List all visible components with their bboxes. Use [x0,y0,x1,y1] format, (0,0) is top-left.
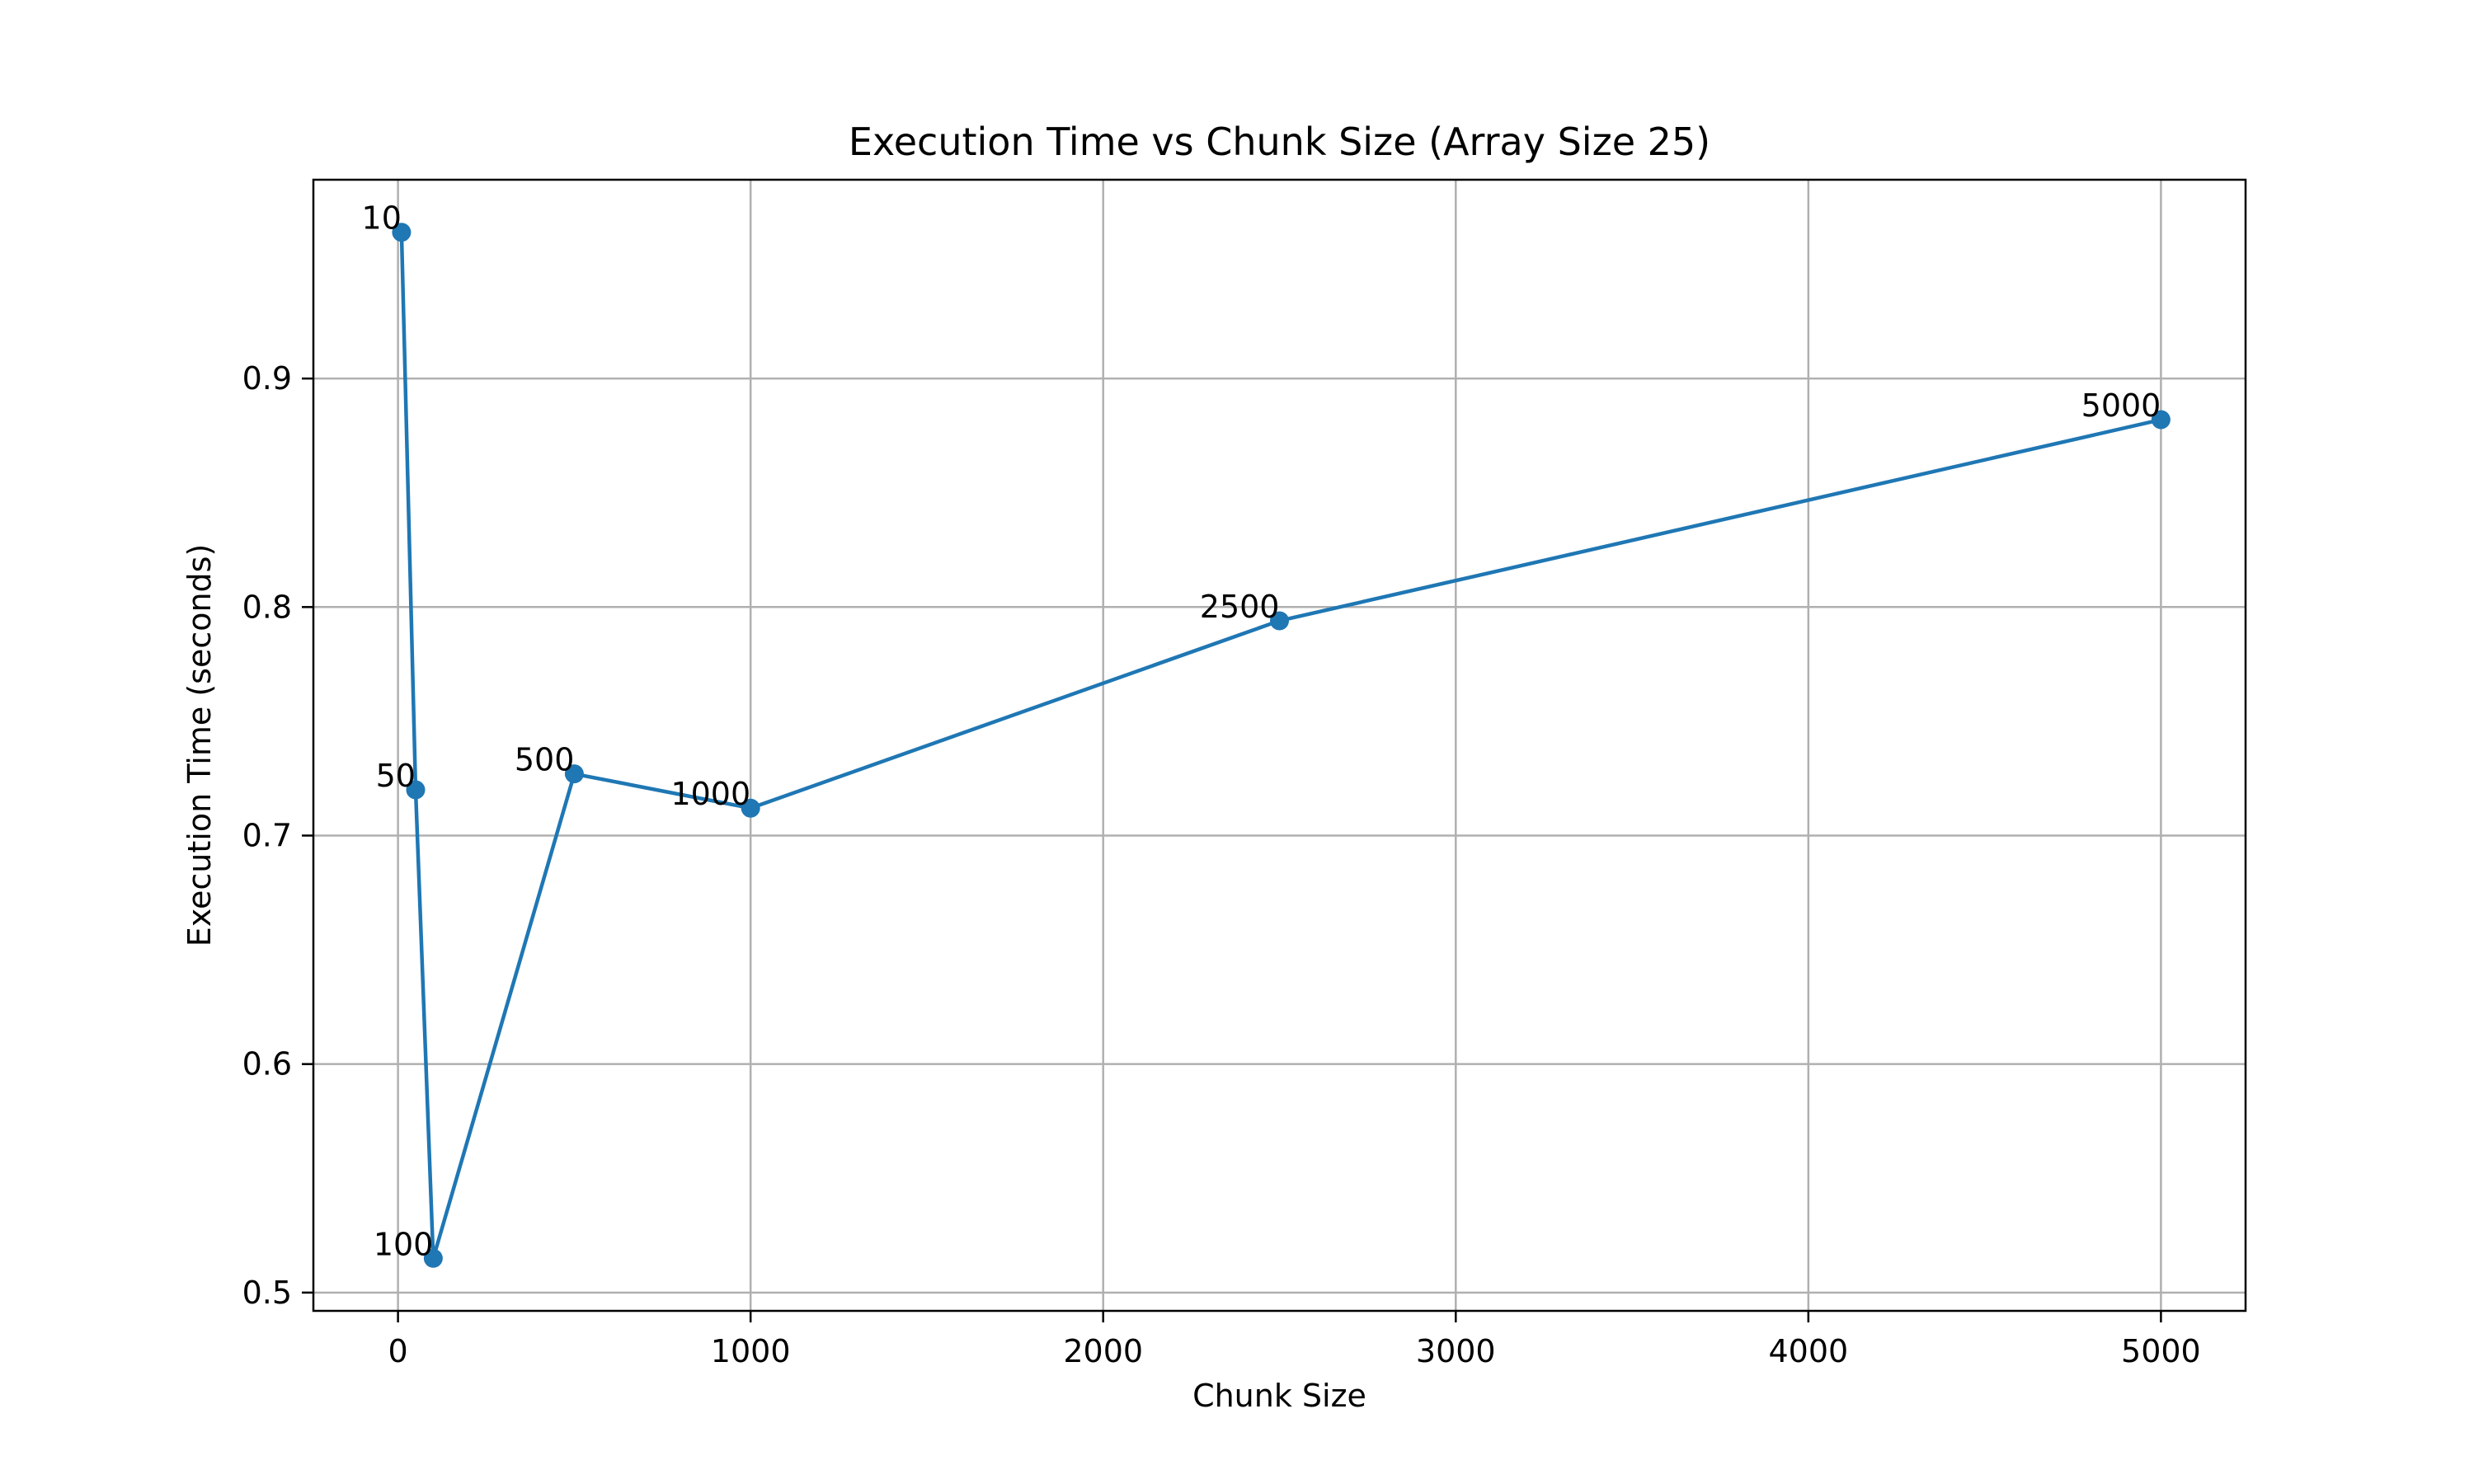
data-point-label: 10 [362,200,402,237]
x-tick-label: 1000 [711,1333,791,1369]
data-point-label: 50 [376,758,416,794]
x-tick-label: 5000 [2121,1333,2201,1369]
data-point [423,1248,443,1268]
y-tick-label: 0.9 [242,360,292,397]
plot-frame [312,178,2247,1313]
x-axis-label: Chunk Size [1192,1378,1366,1414]
data-point [406,780,426,800]
data-point [392,223,412,242]
x-tick-label: 3000 [1416,1333,1496,1369]
y-tick-label: 0.8 [242,589,292,625]
grid-layer [313,180,2246,1311]
x-tick-label: 4000 [1768,1333,1848,1369]
y-tick-label: 0.7 [242,817,292,853]
ticks-layer: 0 1000 2000 3000 4000 5000 0.5 0.6 0.7 0.8 0.9 [242,360,2201,1369]
y-tick-label: 0.6 [242,1046,292,1082]
data-point-label: 500 [515,742,575,778]
y-tick-label: 0.5 [242,1275,292,1311]
chart-title: Execution Time vs Chunk Size (Array Size… [849,120,1710,164]
data-point [564,764,584,784]
x-tick-label: 2000 [1063,1333,1143,1369]
data-point [2151,410,2171,430]
data-point [1270,611,1289,631]
data-point-label: 2500 [1200,589,1280,625]
y-axis-label: Execution Time (seconds) [181,544,218,947]
x-tick-label: 0 [388,1333,408,1369]
data-point [741,798,760,818]
data-point-label: 100 [374,1226,434,1262]
series-layer: 10 50 100 500 1000 2500 5000 [362,200,2171,1268]
data-point-label: 1000 [670,776,750,812]
data-point-label: 5000 [2081,387,2161,424]
